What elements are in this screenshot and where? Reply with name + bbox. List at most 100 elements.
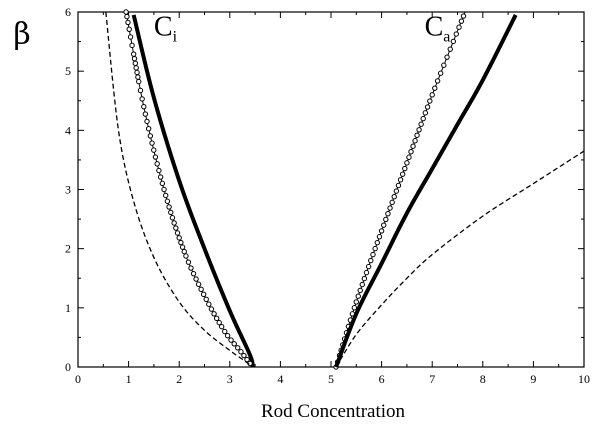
series-point <box>365 263 372 270</box>
x-tick-label: 6 <box>379 372 385 386</box>
series-point <box>173 225 179 231</box>
series-point <box>166 204 172 210</box>
x-tick-label: 9 <box>530 372 536 386</box>
x-tick-label: 4 <box>277 372 283 386</box>
series-point <box>397 177 404 183</box>
series-point <box>203 296 209 303</box>
series-point <box>368 257 374 264</box>
series-point <box>216 319 222 326</box>
series-point <box>383 216 389 223</box>
series-point <box>357 287 363 294</box>
series-point <box>228 337 234 343</box>
x-axis-title: Rod Concentration <box>261 401 406 422</box>
series-point <box>429 92 435 98</box>
series-line <box>105 11 253 368</box>
series-point <box>222 328 228 335</box>
plot-frame <box>77 11 585 368</box>
series-point <box>139 96 145 102</box>
series-point <box>458 18 465 24</box>
y-tick-label: 5 <box>65 64 71 78</box>
series-point <box>135 74 141 80</box>
series-point <box>353 299 359 305</box>
series-point <box>152 154 159 160</box>
series-point <box>137 87 144 94</box>
y-tick-label: 6 <box>65 5 71 19</box>
series-point <box>389 199 395 206</box>
series-point <box>361 275 368 282</box>
series-point <box>141 103 147 110</box>
curve-label-2: Ca <box>425 12 451 46</box>
x-tick-label: 0 <box>75 372 81 386</box>
series-point <box>213 315 220 322</box>
series-point <box>208 306 215 312</box>
series-point <box>169 215 176 221</box>
series-line <box>131 14 255 369</box>
series-point <box>450 38 457 45</box>
series-point <box>179 244 186 250</box>
series-point <box>231 341 237 347</box>
chart-annotations: Ci Ca <box>154 12 451 46</box>
series-point <box>437 70 444 76</box>
series-point <box>244 356 250 363</box>
series-line <box>334 14 518 368</box>
series-point <box>434 78 441 84</box>
series-point <box>376 234 383 240</box>
series-point <box>200 291 207 298</box>
series-point <box>185 259 192 265</box>
series-point <box>195 281 202 287</box>
series-point <box>188 265 194 271</box>
series-point <box>132 60 139 66</box>
series-point <box>176 235 182 241</box>
x-tick-label: 10 <box>578 372 590 386</box>
series-point <box>238 349 244 355</box>
series-point <box>385 210 391 217</box>
series-point <box>168 209 174 216</box>
series-6 <box>335 150 585 368</box>
series-point <box>395 182 402 189</box>
series-point <box>406 154 412 160</box>
chart-series <box>105 9 585 370</box>
series-point <box>171 220 177 226</box>
series-1 <box>131 14 255 369</box>
series-point <box>363 269 370 276</box>
series-point <box>178 239 184 246</box>
series-point <box>402 165 408 172</box>
x-tick-label: 3 <box>227 372 233 386</box>
series-point <box>183 253 189 259</box>
series-point <box>127 34 134 40</box>
series-point <box>133 65 139 71</box>
series-point <box>154 161 160 167</box>
series-point <box>441 62 447 68</box>
series-point <box>393 188 400 194</box>
y-tick-label: 2 <box>65 242 71 256</box>
series-point <box>174 230 181 236</box>
series-point <box>149 140 155 146</box>
series-point <box>418 121 424 127</box>
series-point <box>144 118 150 125</box>
series-point <box>372 245 378 252</box>
series-point <box>131 55 138 62</box>
x-tick-label: 7 <box>429 372 435 386</box>
y-tick-label: 1 <box>65 301 71 315</box>
series-5 <box>334 14 518 368</box>
series-point <box>408 149 414 155</box>
series-point <box>163 192 169 199</box>
series-2 <box>123 9 253 368</box>
series-point <box>145 125 152 132</box>
series-point <box>381 222 387 228</box>
series-point <box>444 54 450 60</box>
series-point <box>412 138 418 144</box>
series-point <box>206 301 212 307</box>
series-point <box>134 69 140 76</box>
series-point <box>190 270 197 277</box>
x-tick-label: 8 <box>480 372 486 386</box>
series-point <box>157 174 164 180</box>
series-point <box>124 13 130 20</box>
series-point <box>374 239 381 246</box>
series-point <box>391 194 397 200</box>
series-point <box>427 98 433 104</box>
series-point <box>416 127 422 133</box>
series-point <box>447 46 453 52</box>
series-point <box>420 115 426 122</box>
